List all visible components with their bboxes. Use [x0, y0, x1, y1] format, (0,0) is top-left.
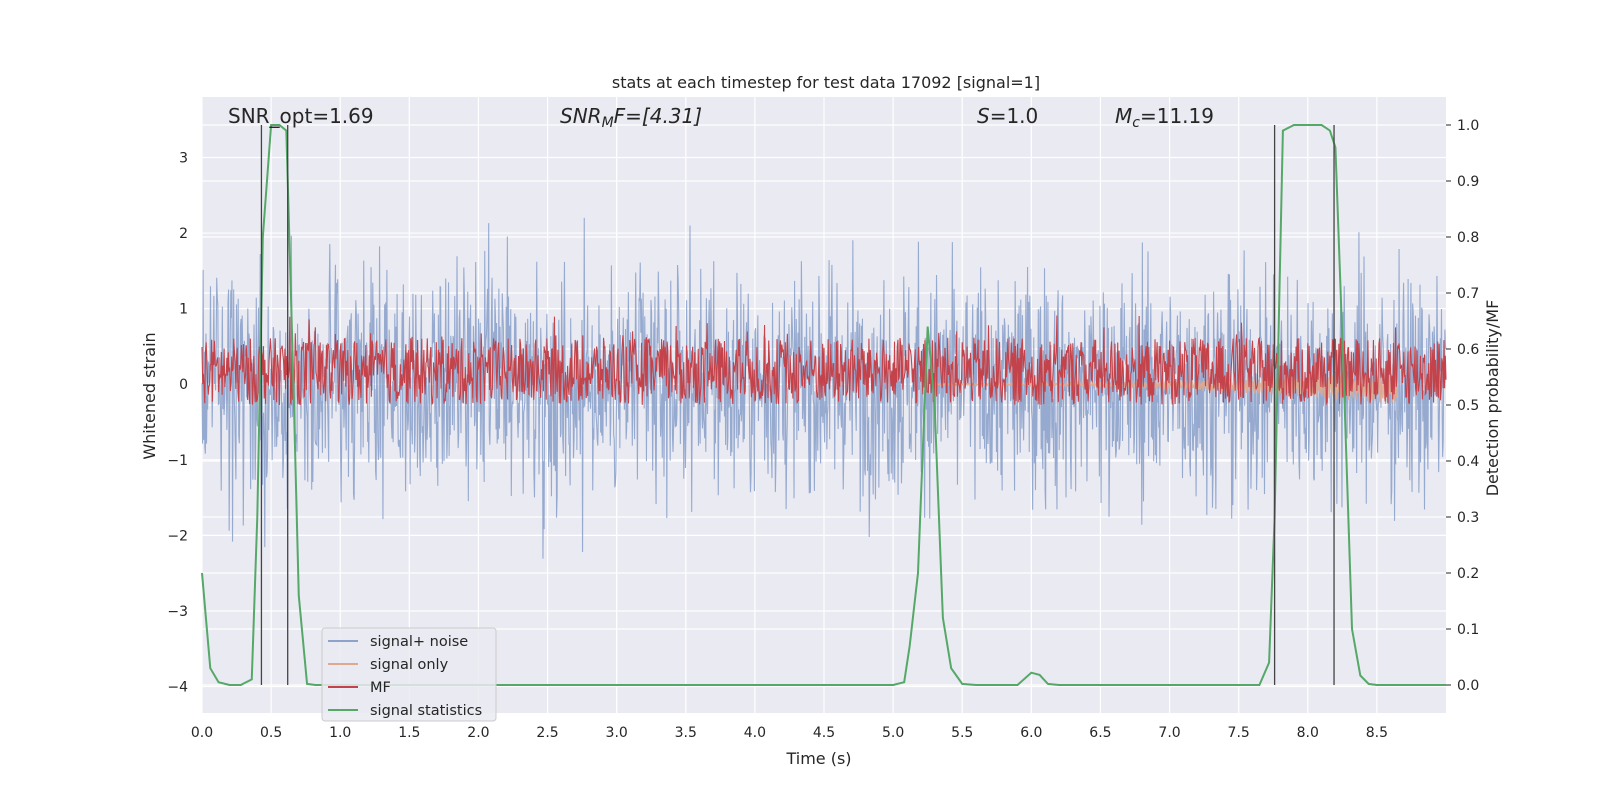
- legend: signal+ noise signal only MF signal stat…: [321, 627, 497, 722]
- annotation-s-symbol: S: [977, 104, 990, 128]
- y-right-tick-label: 0.1: [1457, 622, 1479, 638]
- x-tick-label: 1.5: [398, 725, 420, 741]
- x-tick-label: 8.5: [1366, 725, 1388, 741]
- annotation-mc-symbol: M: [1115, 104, 1132, 128]
- series-mf: [201, 315, 1447, 406]
- x-tick-label: 4.5: [813, 725, 835, 741]
- series-signal-statistics: [201, 124, 1446, 686]
- annotation-snr-mf-symbol: SNR: [560, 104, 602, 128]
- x-tick-label: 2.0: [467, 725, 489, 741]
- x-axis-label: Time (s): [785, 749, 851, 768]
- series-signal-noise: [201, 217, 1447, 559]
- annotation-s: S=1.0: [977, 104, 1038, 128]
- annotation-snr-mf-value: F=[4.31]: [614, 104, 702, 128]
- y-axis-label-right: Detection probability/MF: [1483, 300, 1502, 497]
- y-right-tick-label: 0.6: [1457, 342, 1479, 358]
- y-left-tick-label: −3: [167, 604, 188, 620]
- y-left-tick-label: 3: [179, 150, 188, 166]
- y-left-tick-label: −1: [167, 453, 188, 469]
- x-tick-label: 5.5: [951, 725, 973, 741]
- vertical-lines: [260, 125, 1335, 685]
- y-right-tick-label: 0.5: [1457, 398, 1479, 414]
- y-right-tick-label: 0.3: [1457, 510, 1479, 526]
- annotation-mc-subscript: c: [1132, 115, 1140, 131]
- y-left-axis-ticks: 3 2 1 0 −1 −2 −3 −4: [167, 150, 188, 695]
- annotation-mc-value: =11.19: [1140, 104, 1214, 128]
- y-right-axis-ticks: 1.0 0.9 0.8 0.7 0.6 0.5 0.4 0.3 0.2 0.1 0.0: [1446, 118, 1479, 694]
- y-right-tick-label: 0.8: [1457, 230, 1479, 246]
- x-tick-label: 2.5: [536, 725, 558, 741]
- y-right-tick-label: 0.9: [1457, 174, 1479, 190]
- y-right-tick-label: 0.0: [1457, 678, 1479, 694]
- x-tick-label: 7.5: [1228, 725, 1250, 741]
- x-tick-label: 8.0: [1297, 725, 1319, 741]
- legend-label-signal-noise: signal+ noise: [370, 634, 468, 650]
- annotation-snr-opt: SNR_opt=1.69: [228, 104, 374, 128]
- legend-label-signal-only: signal only: [370, 657, 449, 673]
- annotation-snr-mf: SNRMF=[4.31]: [560, 104, 702, 131]
- y-right-tick-label: 1.0: [1457, 118, 1479, 134]
- legend-label-mf: MF: [370, 680, 391, 696]
- x-tick-label: 4.0: [744, 725, 766, 741]
- x-tick-label: 5.0: [882, 725, 904, 741]
- y-left-tick-label: 0: [179, 377, 188, 393]
- y-right-tick-label: 0.2: [1457, 566, 1479, 582]
- y-left-tick-label: −2: [167, 528, 188, 544]
- x-tick-label: 3.5: [675, 725, 697, 741]
- x-tick-label: 0.5: [260, 725, 282, 741]
- annotation-mc: Mc=11.19: [1115, 104, 1214, 131]
- x-tick-label: 7.0: [1158, 725, 1180, 741]
- y-left-tick-label: −4: [167, 680, 188, 696]
- annotation-snr-mf-subscript: M: [602, 115, 614, 131]
- x-tick-label: 1.0: [329, 725, 351, 741]
- y-left-tick-label: 1: [179, 302, 188, 318]
- x-tick-label: 6.0: [1020, 725, 1042, 741]
- y-axis-label-left: Whitened strain: [140, 332, 159, 459]
- legend-box: [321, 627, 497, 722]
- x-tick-label: 0.0: [191, 725, 213, 741]
- legend-label-signal-statistics: signal statistics: [370, 703, 482, 719]
- x-axis-ticks: 0.0 0.5 1.0 1.5 2.0 2.5 3.0 3.5 4.0 4.5 5.0 5.5 6.0 6…: [191, 725, 1388, 741]
- chart-title: stats at each timestep for test data 170…: [612, 73, 1040, 92]
- y-right-tick-label: 0.7: [1457, 286, 1479, 302]
- y-right-tick-label: 0.4: [1457, 454, 1479, 470]
- series-layer: [201, 124, 1447, 686]
- x-tick-label: 3.0: [606, 725, 628, 741]
- x-tick-label: 6.5: [1089, 725, 1111, 741]
- annotation-s-value: =1.0: [990, 104, 1039, 128]
- y-left-tick-label: 2: [179, 226, 188, 242]
